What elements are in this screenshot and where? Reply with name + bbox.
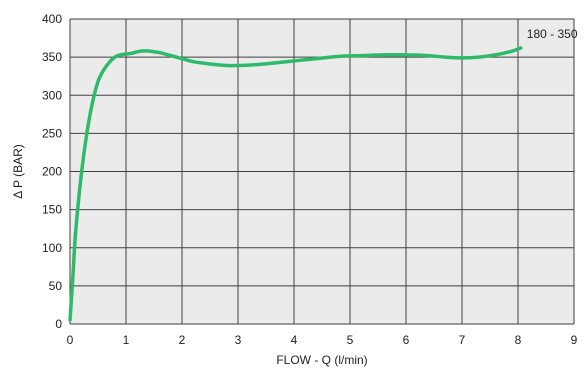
y-tick-label: 350 — [42, 50, 62, 64]
y-tick-label: 50 — [49, 279, 63, 293]
y-tick-label: 0 — [55, 317, 62, 331]
pressure-flow-line — [68, 46, 523, 322]
grid — [69, 18, 575, 325]
x-tick-label: 3 — [235, 333, 242, 347]
x-tick-label: 7 — [459, 333, 466, 347]
x-tick-label: 6 — [403, 333, 410, 347]
x-axis-label: FLOW - Q (l/min) — [276, 353, 367, 367]
x-tick-label: 9 — [571, 333, 578, 347]
x-tick-label: 2 — [179, 333, 186, 347]
series-layer — [68, 46, 523, 322]
y-tick-label: 150 — [42, 203, 62, 217]
y-tick-label: 300 — [42, 88, 62, 102]
y-tick-label: 100 — [42, 241, 62, 255]
x-tick-label: 5 — [347, 333, 354, 347]
x-tick-label: 4 — [291, 333, 298, 347]
series-annotation: 180 - 350 — [527, 27, 578, 41]
x-tick-label: 8 — [515, 333, 522, 347]
x-tick-label: 0 — [67, 333, 74, 347]
x-tick-label: 1 — [123, 333, 130, 347]
y-tick-label: 200 — [42, 165, 62, 179]
y-tick-label: 400 — [42, 12, 62, 26]
y-tick-labels: 0 50 100 150 200 250 300 350 400 — [42, 12, 62, 331]
y-tick-label: 250 — [42, 126, 62, 140]
x-tick-labels: 0 1 2 3 4 5 6 7 8 9 — [67, 333, 578, 347]
y-axis-label: Δ P (BAR) — [11, 144, 25, 198]
